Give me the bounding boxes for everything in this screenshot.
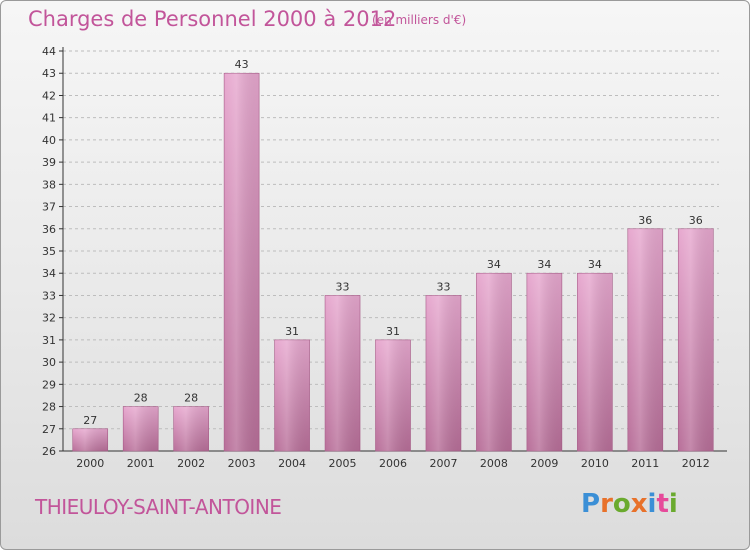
y-tick-label: 26: [42, 445, 56, 458]
y-tick-label: 30: [42, 356, 56, 369]
y-tick-label: 33: [42, 289, 56, 302]
y-tick-label: 40: [42, 134, 56, 147]
y-tick-label: 34: [42, 267, 56, 280]
x-tick-label: 2002: [177, 457, 205, 470]
x-tick-label: 2009: [530, 457, 558, 470]
logo-letter: i: [668, 489, 678, 519]
commune-name: THIEULOY-SAINT-ANTOINE: [35, 495, 282, 519]
y-tick-label: 35: [42, 245, 56, 258]
y-tick-label: 37: [42, 201, 56, 214]
x-tick-label: 2011: [631, 457, 659, 470]
logo-letter: r: [600, 489, 613, 519]
y-tick-label: 28: [42, 401, 56, 414]
x-tick-label: 2012: [682, 457, 710, 470]
data-label: 43: [235, 58, 249, 71]
x-tick-label: 2007: [429, 457, 457, 470]
y-tick-label: 38: [42, 178, 56, 191]
y-tick-labels: 26 27 28 29 30 31 32 33 34 35 36 37 38 39 40 41 42 43 44: [42, 45, 56, 458]
y-tick-label: 42: [42, 89, 56, 102]
x-tick-label: 2006: [379, 457, 407, 470]
bar-shine: [678, 228, 714, 451]
bar-shine: [526, 273, 562, 451]
data-labels: 27 28 28 43 31 33 31 33 34 34 34 36 36: [83, 58, 703, 427]
y-tick-label: 27: [42, 423, 56, 436]
bar-shine: [627, 228, 663, 451]
x-tick-label: 2005: [329, 457, 357, 470]
x-tick-label: 2003: [228, 457, 256, 470]
y-tick-label: 41: [42, 112, 56, 125]
y-tick-label: 44: [42, 45, 56, 58]
bar-shine: [72, 428, 108, 451]
data-label: 28: [184, 392, 198, 405]
bar-shine: [375, 339, 411, 451]
data-label: 28: [134, 392, 148, 405]
proxiti-logo[interactable]: Proxiti: [581, 489, 678, 519]
logo-letter: t: [656, 489, 669, 519]
bar-shine: [325, 295, 361, 451]
bar-shine: [224, 73, 260, 451]
y-tick-label: 36: [42, 223, 56, 236]
y-tick-label: 31: [42, 334, 56, 347]
bars: [72, 72, 714, 452]
x-tick-label: 2001: [127, 457, 155, 470]
data-label: 27: [83, 414, 97, 427]
bar-shine: [173, 406, 209, 451]
data-label: 33: [436, 280, 450, 293]
bar-shine: [425, 295, 461, 451]
y-tick-label: 32: [42, 312, 56, 325]
chart-subtitle: (en milliers d'€): [372, 13, 467, 27]
logo-letter: i: [647, 489, 657, 519]
y-tick-label: 29: [42, 378, 56, 391]
data-label: 33: [336, 280, 350, 293]
data-label: 34: [588, 258, 602, 271]
bar-shine: [123, 406, 159, 451]
x-tick-label: 2004: [278, 457, 306, 470]
data-label: 34: [487, 258, 501, 271]
data-label: 34: [537, 258, 551, 271]
logo-letter: x: [630, 489, 648, 519]
x-tick-label: 2008: [480, 457, 508, 470]
bar-shine: [577, 273, 613, 451]
data-label: 31: [285, 325, 299, 338]
bar-shine: [274, 339, 310, 451]
data-label: 36: [638, 214, 652, 227]
data-label: 36: [689, 214, 703, 227]
logo-letter: P: [581, 489, 601, 519]
x-tick-label: 2010: [581, 457, 609, 470]
logo-letter: o: [612, 489, 631, 519]
y-tick-label: 39: [42, 156, 56, 169]
x-tick-labels: 2000 2001 2002 2003 2004 2005 2006 2007 2008 2009…: [76, 457, 710, 470]
x-tick-label: 2000: [76, 457, 104, 470]
bar-shine: [476, 273, 512, 451]
data-label: 31: [386, 325, 400, 338]
y-tick-label: 43: [42, 67, 56, 80]
chart-title: Charges de Personnel 2000 à 2012: [28, 7, 397, 31]
